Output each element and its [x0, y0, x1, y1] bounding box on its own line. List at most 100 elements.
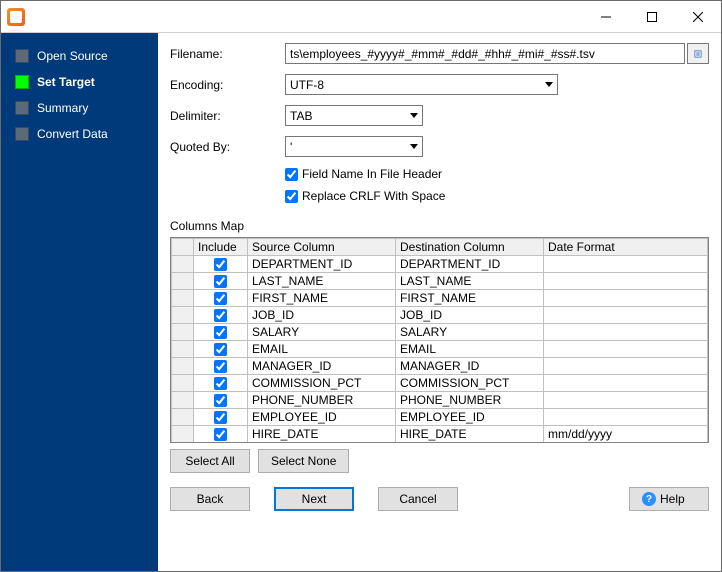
include-checkbox[interactable]: [214, 343, 227, 356]
next-button[interactable]: Next: [274, 487, 354, 511]
app-icon: [7, 8, 25, 26]
destination-column-cell[interactable]: EMPLOYEE_ID: [396, 409, 544, 426]
encoding-select[interactable]: UTF-8: [285, 74, 558, 95]
include-checkbox[interactable]: [214, 309, 227, 322]
destination-column-cell[interactable]: COMMISSION_PCT: [396, 375, 544, 392]
sidebar-item-summary[interactable]: Summary: [1, 95, 158, 121]
window-controls: [583, 1, 721, 32]
include-checkbox[interactable]: [214, 326, 227, 339]
destination-column-cell[interactable]: MANAGER_ID: [396, 358, 544, 375]
include-cell: [194, 290, 248, 307]
select-none-button[interactable]: Select None: [258, 449, 349, 473]
source-column-cell[interactable]: COMMISSION_PCT: [248, 375, 396, 392]
delimiter-label: Delimiter:: [170, 109, 285, 123]
include-checkbox[interactable]: [214, 377, 227, 390]
row-header[interactable]: [172, 290, 194, 307]
date-format-cell[interactable]: [544, 290, 708, 307]
delimiter-select[interactable]: TAB: [285, 105, 423, 126]
destination-column-cell[interactable]: JOB_ID: [396, 307, 544, 324]
source-column-cell[interactable]: LAST_NAME: [248, 273, 396, 290]
columns-map-label: Columns Map: [170, 219, 709, 233]
destination-column-cell[interactable]: HIRE_DATE: [396, 426, 544, 443]
include-cell: [194, 375, 248, 392]
include-checkbox[interactable]: [214, 292, 227, 305]
sidebar-item-set-target[interactable]: Set Target: [1, 69, 158, 95]
include-cell: [194, 341, 248, 358]
row-header[interactable]: [172, 392, 194, 409]
source-column-cell[interactable]: EMPLOYEE_ID: [248, 409, 396, 426]
row-header[interactable]: [172, 409, 194, 426]
source-column-cell[interactable]: FIRST_NAME: [248, 290, 396, 307]
close-button[interactable]: [675, 1, 721, 32]
destination-column-cell[interactable]: DEPARTMENT_ID: [396, 256, 544, 273]
minimize-button[interactable]: [583, 1, 629, 32]
field-header-label[interactable]: Field Name In File Header: [302, 167, 442, 181]
back-button[interactable]: Back: [170, 487, 250, 511]
column-header[interactable]: Date Format: [544, 239, 708, 256]
source-column-cell[interactable]: MANAGER_ID: [248, 358, 396, 375]
row-header[interactable]: [172, 341, 194, 358]
destination-column-cell[interactable]: FIRST_NAME: [396, 290, 544, 307]
include-checkbox[interactable]: [214, 360, 227, 373]
row-header[interactable]: [172, 324, 194, 341]
field-header-checkbox[interactable]: [285, 168, 298, 181]
column-header[interactable]: Include: [194, 239, 248, 256]
date-format-cell[interactable]: [544, 256, 708, 273]
include-checkbox[interactable]: [214, 394, 227, 407]
destination-column-cell[interactable]: SALARY: [396, 324, 544, 341]
browse-button[interactable]: [687, 43, 709, 64]
cancel-button[interactable]: Cancel: [378, 487, 458, 511]
include-checkbox[interactable]: [214, 428, 227, 441]
table-row: EMPLOYEE_IDEMPLOYEE_ID: [172, 409, 708, 426]
row-header[interactable]: [172, 426, 194, 443]
include-checkbox[interactable]: [214, 411, 227, 424]
sidebar-item-label: Summary: [37, 101, 88, 115]
help-button[interactable]: ? Help: [629, 487, 709, 511]
row-header[interactable]: [172, 273, 194, 290]
source-column-cell[interactable]: PHONE_NUMBER: [248, 392, 396, 409]
date-format-cell[interactable]: [544, 341, 708, 358]
source-column-cell[interactable]: HIRE_DATE: [248, 426, 396, 443]
column-header[interactable]: Source Column: [248, 239, 396, 256]
row-header[interactable]: [172, 307, 194, 324]
help-label: Help: [660, 492, 685, 506]
filename-input[interactable]: [285, 43, 685, 64]
include-cell: [194, 273, 248, 290]
wizard-sidebar: Open Source Set Target Summary Convert Data: [1, 33, 158, 571]
source-column-cell[interactable]: EMAIL: [248, 341, 396, 358]
column-header[interactable]: Destination Column: [396, 239, 544, 256]
step-indicator-icon: [15, 49, 29, 63]
sidebar-item-label: Set Target: [37, 75, 95, 89]
select-all-button[interactable]: Select All: [170, 449, 250, 473]
date-format-cell[interactable]: [544, 358, 708, 375]
replace-crlf-checkbox[interactable]: [285, 190, 298, 203]
filename-label: Filename:: [170, 47, 285, 61]
include-checkbox[interactable]: [214, 275, 227, 288]
quoted-select[interactable]: ': [285, 136, 423, 157]
replace-crlf-label[interactable]: Replace CRLF With Space: [302, 189, 445, 203]
date-format-cell[interactable]: [544, 307, 708, 324]
destination-column-cell[interactable]: LAST_NAME: [396, 273, 544, 290]
source-column-cell[interactable]: DEPARTMENT_ID: [248, 256, 396, 273]
source-column-cell[interactable]: SALARY: [248, 324, 396, 341]
main-panel: Filename: Encoding: UTF-8 Delimiter: TAB: [158, 33, 721, 571]
sidebar-item-convert-data[interactable]: Convert Data: [1, 121, 158, 147]
column-header[interactable]: [172, 239, 194, 256]
row-header[interactable]: [172, 256, 194, 273]
date-format-cell[interactable]: [544, 324, 708, 341]
row-header[interactable]: [172, 375, 194, 392]
date-format-cell[interactable]: [544, 273, 708, 290]
destination-column-cell[interactable]: PHONE_NUMBER: [396, 392, 544, 409]
date-format-cell[interactable]: mm/dd/yyyy: [544, 426, 708, 443]
date-format-cell[interactable]: [544, 409, 708, 426]
date-format-cell[interactable]: [544, 392, 708, 409]
include-cell: [194, 324, 248, 341]
include-cell: [194, 256, 248, 273]
source-column-cell[interactable]: JOB_ID: [248, 307, 396, 324]
maximize-button[interactable]: [629, 1, 675, 32]
include-checkbox[interactable]: [214, 258, 227, 271]
row-header[interactable]: [172, 358, 194, 375]
sidebar-item-open-source[interactable]: Open Source: [1, 43, 158, 69]
destination-column-cell[interactable]: EMAIL: [396, 341, 544, 358]
date-format-cell[interactable]: [544, 375, 708, 392]
